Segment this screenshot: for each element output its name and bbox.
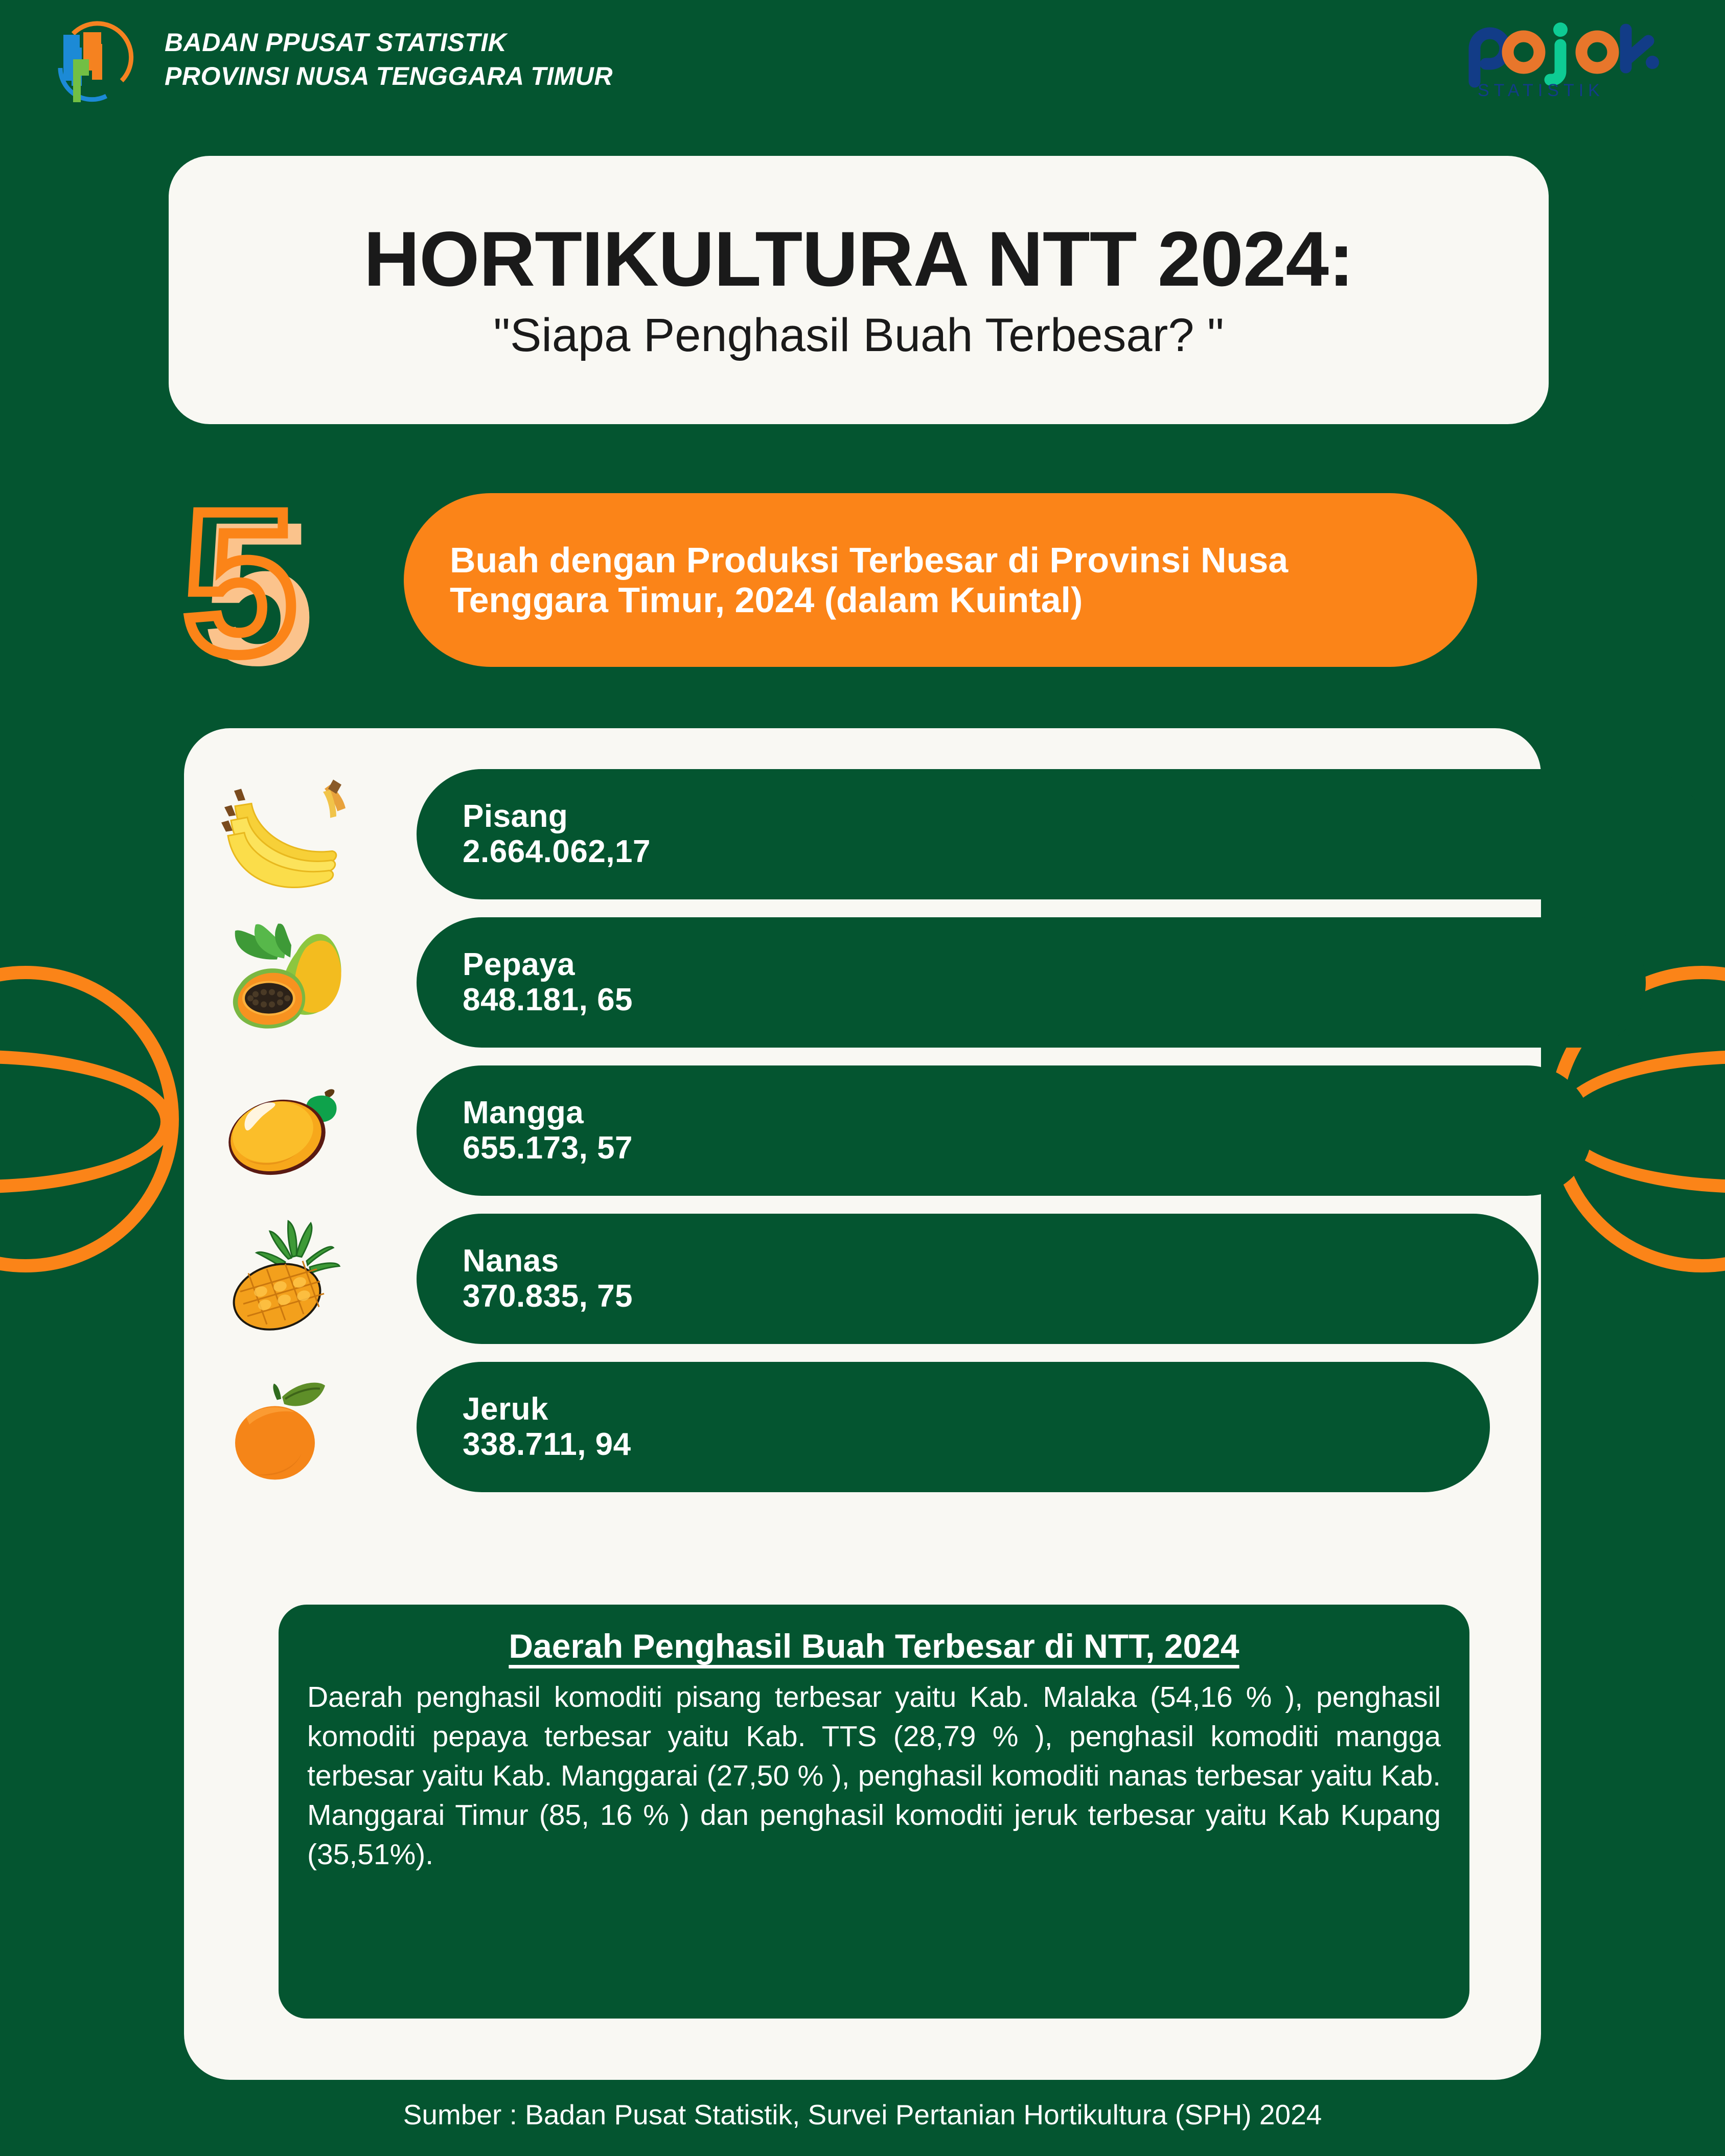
mango-icon	[212, 1065, 360, 1196]
description-heading: Daerah Penghasil Buah Terbesar di NTT, 2…	[509, 1627, 1239, 1665]
org-line-1: BADAN PPUSAT STATISTIK	[165, 28, 507, 57]
page-header: BADAN PPUSAT STATISTIK PROVINSI NUSA TEN…	[0, 0, 1725, 123]
bar-label-name: Mangga	[463, 1095, 584, 1130]
bar-label-value: 848.181, 65	[463, 982, 633, 1017]
bps-logo-icon	[45, 19, 147, 106]
list-item: Pepaya 848.181, 65	[184, 908, 1646, 1056]
page-subtitle: "Siapa Penghasil Buah Terbesar? "	[493, 309, 1224, 361]
list-item: Pisang 2.664.062,17	[184, 760, 1705, 908]
banana-icon	[212, 769, 360, 899]
bar-jeruk: Jeruk 338.711, 94	[417, 1361, 1490, 1492]
bar-mangga: Mangga 655.173, 57	[417, 1065, 1592, 1196]
bar-nanas: Nanas 370.835, 75	[417, 1213, 1538, 1344]
rank-number-outline: 5	[178, 468, 302, 697]
content-card: Pisang 2.664.062,17	[184, 728, 1705, 2080]
pineapple-icon	[212, 1214, 360, 1344]
bar-label-name: Pisang	[463, 798, 568, 834]
list-item: Jeruk 338.711, 94	[184, 1353, 1541, 1501]
section-banner: Buah dengan Produksi Terbesar di Provins…	[404, 493, 1477, 667]
bar-pepaya: Pepaya 848.181, 65	[417, 917, 1646, 1048]
title-card: HORTIKULTURA NTT 2024: "Siapa Penghasil …	[169, 156, 1549, 424]
bar-label-value: 2.664.062,17	[463, 834, 651, 869]
bar-label-name: Jeruk	[463, 1391, 548, 1427]
pojok-sub-label: STATISTIK	[1478, 81, 1604, 100]
rank-number-badge: 5 5	[178, 468, 352, 697]
pojok-statistik-logo: STATISTIK	[1463, 20, 1668, 102]
org-line-2: PROVINSI NUSA TENGGARA TIMUR	[165, 62, 613, 90]
bar-label-value: 370.835, 75	[463, 1279, 633, 1314]
source-note: Sumber : Badan Pusat Statistik, Survei P…	[403, 2099, 1322, 2130]
orange-icon	[212, 1362, 360, 1492]
bar-label-value: 655.173, 57	[463, 1130, 633, 1166]
description-box: Daerah Penghasil Buah Terbesar di NTT, 2…	[279, 1605, 1469, 2019]
papaya-icon	[212, 917, 360, 1048]
decorative-ring-left-ellipse	[0, 1050, 174, 1193]
organization-title: BADAN PPUSAT STATISTIK PROVINSI NUSA TEN…	[165, 26, 613, 93]
list-item: Nanas 370.835, 75	[184, 1204, 1541, 1353]
decorative-ring-left-circle	[0, 966, 179, 1272]
description-body: Daerah penghasil komoditi pisang terbesa…	[307, 1681, 1441, 1871]
bar-label-name: Pepaya	[463, 946, 576, 982]
section-banner-label: Buah dengan Produksi Terbesar di Provins…	[450, 540, 1289, 620]
bar-pisang: Pisang 2.664.062,17	[417, 769, 1705, 899]
bar-label-name: Nanas	[463, 1243, 559, 1279]
list-item: Mangga 655.173, 57	[184, 1056, 1592, 1204]
page-title: HORTIKULTURA NTT 2024:	[363, 216, 1354, 303]
bar-label-value: 338.711, 94	[463, 1427, 631, 1462]
fruit-bar-list: Pisang 2.664.062,17	[184, 760, 1705, 1501]
rank-number-shadow: 5	[201, 479, 315, 708]
